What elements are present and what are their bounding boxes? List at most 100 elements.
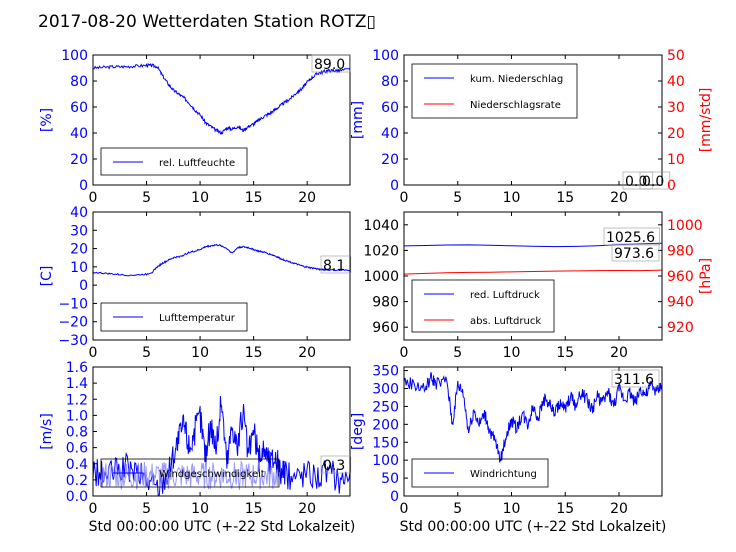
series-line-abs-luftdruck <box>404 269 662 275</box>
y2-axis-label: [mm/std] <box>698 88 714 153</box>
legend-box <box>411 458 549 488</box>
y-tick-label: 1020 <box>363 243 399 259</box>
y-tick-label: 1.0 <box>66 408 88 424</box>
y-tick-label: 40 <box>70 126 88 142</box>
y-axis-label: [m/s] <box>39 413 55 450</box>
legend-box <box>100 147 248 176</box>
y-tick-label: 1000 <box>363 269 399 285</box>
y-tick-label: −10 <box>58 296 88 312</box>
y-axis-label: [C] <box>39 266 55 287</box>
legend: Lufttemperatur <box>100 302 248 332</box>
legend-entry: Lufttemperatur <box>159 313 236 324</box>
value-annotation-box <box>603 227 660 246</box>
y-tick-label: 350 <box>372 364 399 380</box>
y-tick-label: 0.8 <box>66 425 88 441</box>
legend: rel. Luftfeuchte <box>100 147 248 176</box>
x-tick-label: 10 <box>191 501 209 517</box>
y-tick-label: 20 <box>70 242 88 258</box>
y-tick-label: 1040 <box>363 218 399 234</box>
y2-tick-label: 10 <box>667 152 685 168</box>
value-annotation: 1025.6 <box>606 230 655 246</box>
y-tick-label: 1.6 <box>66 360 88 376</box>
y-tick-label: 30 <box>70 223 88 239</box>
y-tick-label: 60 <box>381 100 399 116</box>
y-axis-label: [mm] <box>350 101 366 139</box>
y-tick-label: 10 <box>70 260 88 276</box>
y-tick-label: 40 <box>70 205 88 221</box>
value-annotation: 311.6 <box>614 372 654 388</box>
value-annotation-box <box>320 455 352 474</box>
value-annotation: 973.6 <box>614 246 654 262</box>
plot-frame <box>92 211 351 341</box>
x-tick-label: 10 <box>191 345 209 361</box>
y2-tick-label: 50 <box>667 48 685 64</box>
y-tick-label: 1.4 <box>66 376 88 392</box>
x-tick-label: 15 <box>556 501 574 517</box>
x-tick-label: 0 <box>89 345 98 361</box>
y2-axis-label: [hPa] <box>698 258 714 294</box>
x-tick-label: 0 <box>89 501 98 517</box>
x-tick-label: 0 <box>400 190 409 206</box>
figure-title: 2017-08-20 Wetterdaten Station ROTZ▯ <box>38 12 376 32</box>
y-tick-label: 100 <box>372 48 399 64</box>
x-tick-label: 5 <box>142 190 151 206</box>
y-tick-label: 50 <box>381 471 399 487</box>
x-tick-label: 15 <box>556 190 574 206</box>
legend: Windrichtung <box>411 458 549 488</box>
y-tick-label: 80 <box>381 74 399 90</box>
value-annotation: 0.3 <box>323 458 345 474</box>
x-tick-label: 15 <box>556 345 574 361</box>
value-annotation: 8.1 <box>323 258 345 274</box>
chart-panel-5: 0 5 10 15 20 0.00.20.40.60.81.01.21.41.6 [m/s]… <box>39 360 352 517</box>
y-tick-label: 0.0 <box>66 489 88 505</box>
series-group <box>93 243 350 277</box>
value-annotation-box <box>611 369 660 388</box>
x-tick-label: 20 <box>298 501 316 517</box>
y-tick-label: 0.4 <box>66 457 88 473</box>
y-tick-label: 200 <box>372 417 399 433</box>
x-tick-label: 20 <box>610 501 628 517</box>
series-group <box>404 372 662 463</box>
legend-box <box>411 63 578 119</box>
x-tick-label: 5 <box>453 345 462 361</box>
legend-entry: kum. Niederschlag <box>470 74 563 85</box>
x-tick-label: 10 <box>503 345 521 361</box>
y-tick-label: 40 <box>381 126 399 142</box>
legend-box <box>100 302 248 332</box>
y-tick-label: 80 <box>70 74 88 90</box>
y-tick-label: 1.2 <box>66 392 88 408</box>
x-tick-label: 10 <box>191 190 209 206</box>
legend-entry: Windrichtung <box>470 469 537 480</box>
legend-entry: Niederschlagsrate <box>470 100 561 111</box>
x-tick-label: 20 <box>298 190 316 206</box>
x-tick-label: 15 <box>245 190 263 206</box>
y-tick-label: 0 <box>390 489 399 505</box>
series-group <box>93 395 350 496</box>
legend: Windgeschwindigkeit <box>100 458 280 488</box>
y-tick-label: 150 <box>372 435 399 451</box>
plot-frame <box>403 366 663 497</box>
y2-tick-label: 940 <box>667 295 694 311</box>
y2-tick-label: 920 <box>667 320 694 336</box>
x-tick-label: 5 <box>453 501 462 517</box>
legend-box <box>411 279 555 333</box>
y2-tick-label: 1000 <box>667 218 703 234</box>
value-annotation: 89.0 <box>314 57 345 73</box>
y2-tick-label: 0 <box>667 178 676 194</box>
value-annotation-box <box>622 171 654 190</box>
legend-entry: red. Luftdruck <box>470 290 540 301</box>
legend-entry: Windgeschwindigkeit <box>159 469 265 480</box>
chart-panel-4: 0 5 10 15 20 960 980 1000 1020 1040 920 940 960 980 10… <box>363 211 714 361</box>
y-tick-label: 300 <box>372 382 399 398</box>
x-tick-label: 15 <box>245 501 263 517</box>
value-annotation-box <box>611 243 660 262</box>
x-tick-label: 20 <box>610 190 628 206</box>
y2-tick-label: 40 <box>667 74 685 90</box>
y-tick-label: 960 <box>372 320 399 336</box>
y-tick-label: 100 <box>61 48 88 64</box>
y-tick-label: 250 <box>372 399 399 415</box>
chart-panel-2: 0 5 10 15 20 0 20 40 60 80 100 0 10 20 30 40 50 [mm] [mm/s… <box>350 48 714 206</box>
y2-tick-label: 980 <box>667 243 694 259</box>
legend-entry: rel. Luftfeuchte <box>159 158 235 169</box>
